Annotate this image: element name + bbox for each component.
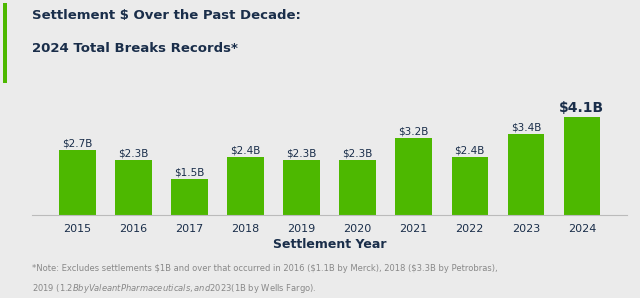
Text: $3.2B: $3.2B bbox=[399, 127, 429, 137]
Text: $2.3B: $2.3B bbox=[342, 148, 373, 158]
Text: Settlement $ Over the Past Decade:: Settlement $ Over the Past Decade: bbox=[32, 9, 301, 22]
Bar bbox=[452, 157, 488, 215]
Text: 2024 Total Breaks Records*: 2024 Total Breaks Records* bbox=[32, 42, 238, 55]
Bar bbox=[59, 150, 95, 215]
X-axis label: Settlement Year: Settlement Year bbox=[273, 238, 387, 252]
Text: $2.4B: $2.4B bbox=[454, 146, 485, 156]
Text: $2.3B: $2.3B bbox=[118, 148, 148, 158]
Bar bbox=[284, 160, 320, 215]
Bar bbox=[115, 160, 152, 215]
Text: $2.3B: $2.3B bbox=[286, 148, 317, 158]
Bar bbox=[396, 138, 432, 215]
Text: *Note: Excludes settlements $1B and over that occurred in 2016 ($1.1B by Merck),: *Note: Excludes settlements $1B and over… bbox=[32, 264, 498, 273]
Text: $2.7B: $2.7B bbox=[62, 139, 92, 149]
Bar bbox=[171, 179, 207, 215]
Bar bbox=[339, 160, 376, 215]
Bar bbox=[564, 117, 600, 215]
Bar bbox=[227, 157, 264, 215]
Text: $2.4B: $2.4B bbox=[230, 146, 260, 156]
Text: 2019 ($1.2B by Valeant Pharmaceuticals, and 2023 ($1B by Wells Fargo).: 2019 ($1.2B by Valeant Pharmaceuticals, … bbox=[32, 282, 317, 295]
Text: $4.1B: $4.1B bbox=[559, 101, 605, 115]
Text: $3.4B: $3.4B bbox=[511, 122, 541, 132]
Bar bbox=[508, 134, 544, 215]
Text: $1.5B: $1.5B bbox=[174, 167, 205, 177]
